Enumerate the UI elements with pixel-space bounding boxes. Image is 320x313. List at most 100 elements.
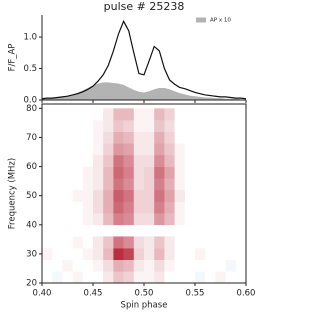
heatmap-cell [103,259,114,272]
heatmap-cell [62,166,73,179]
line [41,19,247,100]
heatmap-cell [123,236,135,249]
heatmap-cell [103,166,114,179]
heatmap-cell [195,120,206,132]
heatmap-cell [72,271,84,284]
heatmap-cell [205,178,216,191]
heatmap-cell [174,213,186,226]
heatmap-cell [215,166,226,179]
heatmap-cell [123,248,135,261]
heatmap-cell [184,189,196,202]
heatmap-cell [235,259,247,272]
heatmap-cell [123,259,135,272]
heatmap-cell [195,131,206,144]
heatmap-cell [164,236,175,249]
heatmap-cell [93,213,104,226]
heatmap-cell [72,213,84,226]
heatmap-cell [235,131,247,144]
heatmap-cell [113,143,124,156]
heatmap-cell [215,213,226,226]
heatmap-cell [103,131,114,144]
heatmap-cell [82,120,94,132]
heatmap-cell [184,178,196,191]
heatmap-cell [154,213,165,226]
heatmap-cell [82,143,94,156]
heatmap-cell [174,271,186,284]
heatmap-cell [164,143,175,156]
heatmap-cell [174,143,186,156]
heatmap-cell [103,189,114,202]
heatmap-cell [154,120,165,132]
heatmap-cell [72,236,84,249]
heatmap-cell [93,178,104,191]
heatmap-cell [42,108,53,121]
x-tick-label: 0.60 [237,289,256,299]
heatmap-cell [144,189,155,202]
heatmap-cell [93,259,104,272]
heatmap-cell [82,108,94,121]
heatmap-cell [82,131,94,144]
heatmap-cell [123,154,135,167]
heatmap-cell [235,166,247,179]
heatmap-cell [205,120,216,132]
heatmap-cell [174,236,186,249]
heatmap-cell [52,131,63,144]
heatmap-cell [225,236,237,249]
heatmap-cell [133,259,145,272]
heatmap-cell [52,154,63,167]
y-tick-label: 70 [26,133,37,143]
heatmap-cell [144,154,155,167]
heatmap-cell [133,271,145,284]
heatmap-cell [164,178,175,191]
heatmap-cell [42,236,53,249]
heatmap-cell [52,166,63,179]
heatmap-cell [154,201,165,214]
heatmap-cell [184,201,196,214]
heatmap-cell [144,236,155,249]
heatmap-cell [72,154,84,167]
heatmap-cell [113,271,124,284]
heatmap-cell [72,120,84,132]
heatmap-cell [195,248,206,261]
heatmap-cell [164,131,175,144]
heatmap-cell [62,248,73,261]
heatmap-cell [133,120,145,132]
heatmap-cell [113,213,124,226]
heatmap-cell [93,201,104,214]
heatmap-cell [72,131,84,144]
y-tick-label: 50 [26,191,37,201]
heatmap-cell [205,259,216,272]
heatmap-cell [225,259,237,272]
heatmap-cell [133,213,145,226]
heatmap-cell [72,201,84,214]
heatmap-cell [72,178,84,191]
x-axis-label: Spin phase [121,301,168,311]
heatmap-cell [184,248,196,261]
heatmap-cell [195,236,206,249]
heatmap-cell [235,154,247,167]
y-tick-label: 40 [26,220,37,230]
heatmap-cell [72,248,84,261]
heatmap-cell [62,236,73,249]
heatmap-cell [62,259,73,272]
heatmap-cell [82,236,94,249]
heatmap-cell [154,154,165,167]
heatmap-cell [164,189,175,202]
heatmap-cell [215,236,226,249]
heatmap-cell [62,189,73,202]
heatmap-cell [72,166,84,179]
heatmap-cell [235,189,247,202]
heatmap-cell [144,213,155,226]
heatmap-cell [184,154,196,167]
heatmap-cell [113,189,124,202]
heatmap-cell [235,236,247,249]
heatmap-cell [93,108,104,121]
heatmap-cell [164,120,175,132]
heatmap-cell [93,236,104,249]
heatmap-cell [184,259,196,272]
heatmap-cell [154,189,165,202]
heatmap-cell [123,213,135,226]
y-tick-label: 30 [26,249,37,259]
heatmap-cell [154,166,165,179]
